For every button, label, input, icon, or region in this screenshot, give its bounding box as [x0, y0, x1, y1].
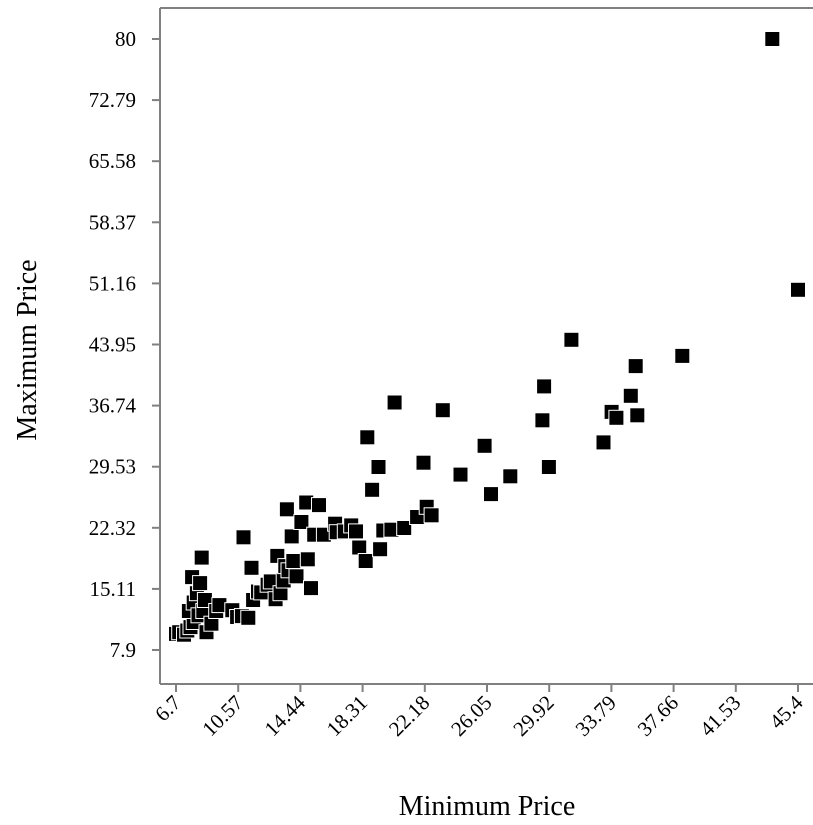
data-point: [629, 407, 646, 424]
y-axis: 7.9 15.11 22.32 29.53 36.74 43.95 51.16 58.37 65…: [89, 27, 160, 662]
data-point: [764, 31, 781, 47]
data-point: [364, 481, 381, 498]
x-axis: 6.7 10.57 14.44 18.31 22.18 26.05 29.92 33.79 37…: [150, 684, 808, 741]
data-point: [240, 609, 257, 626]
data-point: [357, 553, 374, 569]
x-tick-label: 14.44: [260, 690, 311, 741]
data-point: [311, 497, 327, 514]
data-point: [536, 378, 553, 395]
y-tick-label: 72.79: [89, 88, 136, 112]
data-point: [452, 466, 469, 483]
x-tick-label: 10.57: [197, 691, 247, 741]
x-tick-label: 18.31: [322, 691, 372, 741]
data-point: [283, 528, 300, 545]
data-point: [534, 412, 551, 429]
data-point: [351, 539, 368, 556]
data-point: [303, 580, 319, 597]
data-point: [563, 331, 580, 348]
data-point: [483, 486, 499, 503]
data-point: [348, 523, 364, 540]
data-point: [595, 434, 612, 451]
data-point: [396, 520, 413, 536]
x-tick-label: 33.79: [571, 691, 621, 741]
data-point: [285, 553, 302, 569]
x-tick-label: 26.05: [446, 691, 496, 741]
y-tick-label: 58.37: [89, 210, 136, 234]
data-point: [359, 429, 376, 446]
x-tick-label: 41.53: [695, 691, 745, 741]
data-points: [168, 31, 806, 643]
x-tick-label: 29.92: [508, 691, 558, 741]
data-point: [540, 459, 557, 475]
data-point: [293, 514, 310, 530]
y-tick-label: 51.16: [89, 271, 136, 295]
y-axis-title: Maximum Price: [12, 259, 43, 440]
data-point: [243, 559, 260, 576]
x-tick-label: 22.18: [384, 691, 434, 741]
data-point: [627, 358, 644, 375]
y-tick-label: 15.11: [90, 577, 136, 601]
data-point: [288, 568, 305, 585]
data-point: [502, 468, 519, 485]
x-tick-label: 37.66: [633, 691, 683, 741]
y-tick-label: 65.58: [89, 149, 136, 173]
y-tick-label: 7.9: [110, 638, 136, 662]
data-point: [370, 459, 387, 475]
data-point: [674, 347, 691, 364]
data-point: [299, 551, 316, 568]
data-point: [423, 507, 440, 524]
plot-frame: [159, 7, 813, 685]
data-point: [622, 387, 639, 404]
data-point: [193, 549, 210, 566]
y-tick-label: 43.95: [89, 333, 136, 357]
x-tick-label: 45.4: [765, 690, 808, 733]
data-point: [235, 529, 252, 546]
data-point: [372, 541, 389, 558]
y-tick-label: 36.74: [89, 394, 137, 418]
y-tick-label: 80: [115, 27, 136, 51]
data-point: [476, 437, 493, 454]
data-point: [278, 501, 295, 518]
y-tick-label: 29.53: [89, 455, 136, 479]
x-axis-title: Minimum Price: [399, 791, 576, 822]
data-point: [192, 575, 209, 592]
x-tick-label: 6.7: [150, 691, 186, 727]
data-point: [386, 394, 403, 411]
data-point: [415, 454, 432, 471]
data-point: [434, 402, 451, 419]
data-point: [608, 409, 625, 426]
y-tick-label: 22.32: [89, 516, 136, 540]
data-point: [790, 281, 806, 298]
